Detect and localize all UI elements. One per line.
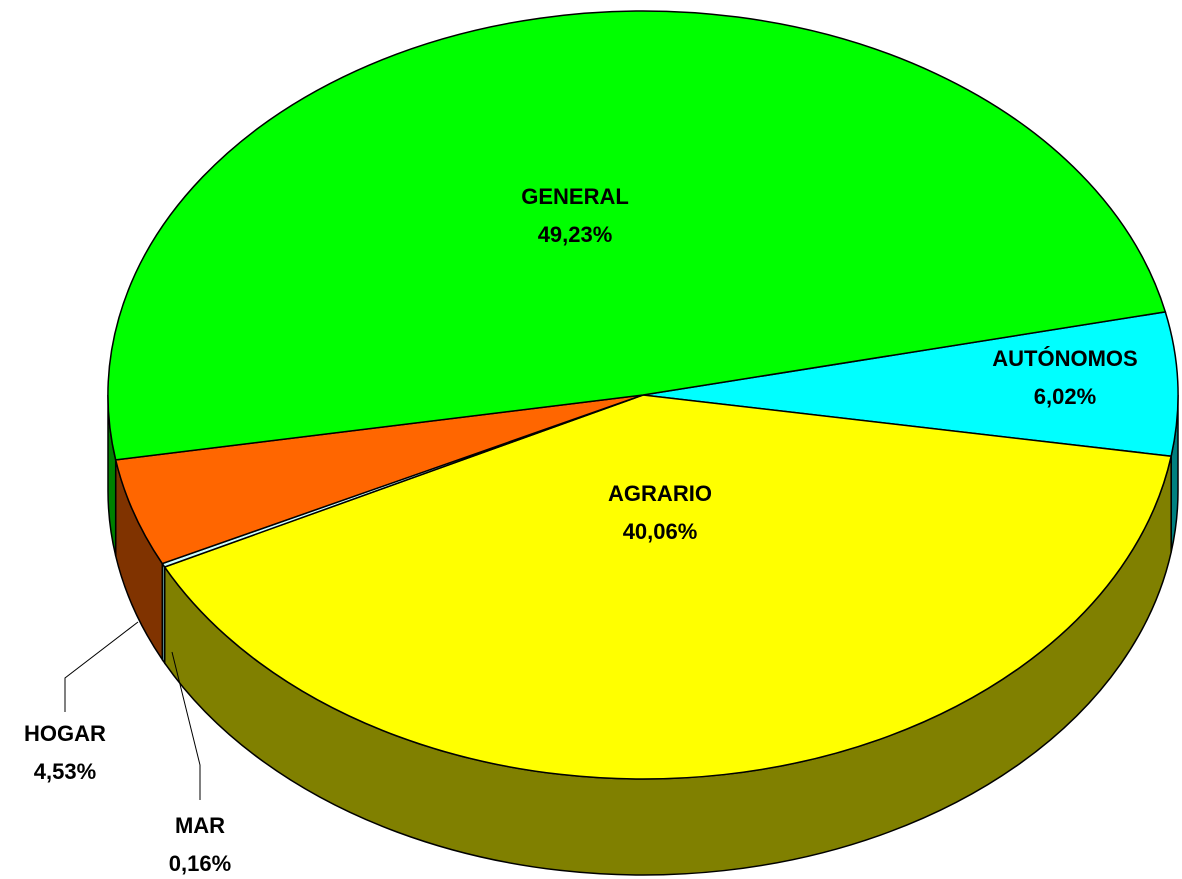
value-label: 40,06% xyxy=(623,519,698,544)
value-label: 6,02% xyxy=(1034,384,1096,409)
slice-label: HOGAR xyxy=(24,721,106,746)
slice-label: MAR xyxy=(175,813,225,838)
slice xyxy=(107,10,1167,461)
slice-label: AGRARIO xyxy=(608,481,712,506)
slice-label: GENERAL xyxy=(521,184,629,209)
value-label: 0,16% xyxy=(169,851,231,876)
slice xyxy=(642,311,1179,458)
leader-line xyxy=(64,621,139,712)
value-label: 4,53% xyxy=(34,759,96,784)
leader-line xyxy=(171,651,201,800)
slice-label: AUTÓNOMOS xyxy=(992,346,1137,371)
slice xyxy=(163,394,1173,780)
value-label: 49,23% xyxy=(538,222,613,247)
